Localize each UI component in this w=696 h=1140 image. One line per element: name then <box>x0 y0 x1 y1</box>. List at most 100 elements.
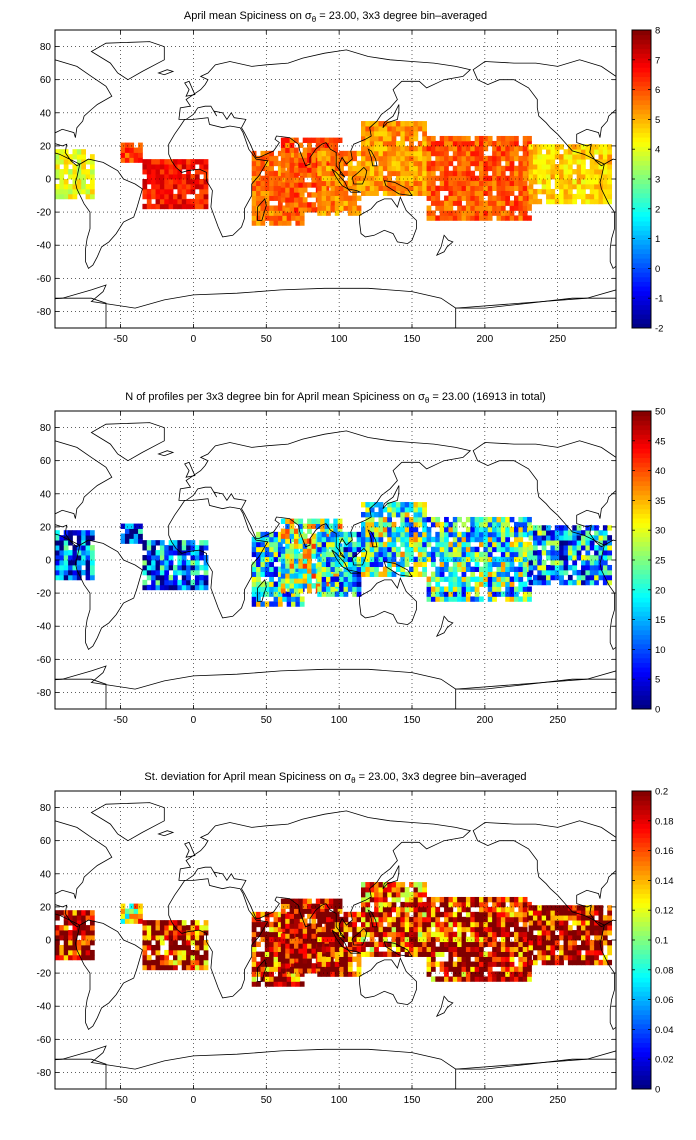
data-cell <box>563 540 569 546</box>
data-cell <box>315 142 321 148</box>
data-cell <box>293 192 299 198</box>
data-cell <box>298 518 304 524</box>
data-cell <box>496 185 502 191</box>
data-cell <box>404 121 410 127</box>
data-cell <box>417 926 423 933</box>
data-cell <box>514 566 519 572</box>
data-cell <box>289 573 295 579</box>
data-cell <box>500 551 506 558</box>
data-cell <box>203 925 209 931</box>
coastline <box>90 41 165 81</box>
data-cell <box>293 968 299 974</box>
data-cell <box>361 906 366 913</box>
data-cell <box>518 215 524 221</box>
data-cell <box>298 908 304 914</box>
data-cell <box>391 887 397 893</box>
data-cell <box>311 938 317 944</box>
data-cell <box>387 901 392 908</box>
data-cell <box>277 180 283 187</box>
data-cell <box>298 538 304 544</box>
data-cell <box>365 916 371 923</box>
data-cell <box>479 210 484 216</box>
data-cell <box>413 896 419 903</box>
data-cell <box>514 971 519 977</box>
data-cell <box>391 931 397 938</box>
data-cell <box>400 551 406 558</box>
data-cell <box>387 887 392 893</box>
data-cell <box>448 175 454 182</box>
data-cell <box>343 971 349 977</box>
data-cell <box>293 918 299 924</box>
data-cell <box>186 959 191 966</box>
data-cell <box>343 531 349 538</box>
data-cell <box>289 928 295 934</box>
data-cell <box>563 159 569 165</box>
data-cell <box>282 981 288 987</box>
data-cell <box>55 174 60 180</box>
data-cell <box>598 545 604 551</box>
data-cell <box>589 954 595 961</box>
data-cell <box>282 591 288 597</box>
data-cell <box>452 576 458 582</box>
data-cell <box>256 546 261 553</box>
data-cell <box>190 545 196 551</box>
data-cell <box>452 561 458 568</box>
data-cell <box>142 949 148 956</box>
data-cell <box>352 591 358 597</box>
data-cell <box>186 579 191 586</box>
data-cell <box>479 526 484 533</box>
data-cell <box>457 531 462 538</box>
data-cell <box>496 145 502 152</box>
data-cell <box>378 896 384 903</box>
data-cell <box>479 215 484 221</box>
data-cell <box>286 601 292 607</box>
data-cell <box>409 502 414 508</box>
data-cell <box>365 551 371 558</box>
data-cell <box>142 920 148 926</box>
data-cell <box>546 193 551 200</box>
data-cell <box>334 961 340 967</box>
grid <box>55 791 616 1089</box>
data-cell <box>607 193 613 200</box>
data-cell <box>203 569 209 576</box>
data-cell <box>151 584 156 591</box>
data-cell <box>487 916 493 923</box>
data-cell <box>585 540 591 546</box>
data-cell <box>395 911 401 918</box>
data-cell <box>522 541 528 548</box>
data-cell <box>81 550 86 556</box>
data-cell <box>347 561 353 568</box>
data-cell <box>168 564 174 571</box>
data-cell <box>356 571 362 577</box>
data-cell <box>177 193 183 200</box>
data-cell <box>55 910 60 916</box>
data-cell <box>426 591 432 597</box>
data-cell <box>391 561 397 568</box>
data-cell <box>280 558 286 564</box>
data-cell <box>496 165 502 172</box>
data-cell <box>391 185 397 191</box>
data-cell <box>496 571 502 577</box>
data-cell <box>361 511 366 518</box>
data-cell <box>532 959 538 966</box>
data-cell <box>505 596 511 602</box>
data-cell <box>199 930 205 936</box>
data-cell <box>334 536 340 543</box>
data-cell <box>343 586 349 592</box>
data-cell <box>509 966 515 972</box>
data-cell <box>352 546 358 553</box>
data-cell <box>487 906 493 913</box>
data-cell <box>273 981 279 987</box>
data-cell <box>518 195 524 201</box>
data-cell <box>532 174 538 180</box>
data-cell <box>55 569 60 576</box>
data-cell <box>293 898 299 904</box>
data-cell <box>159 920 165 926</box>
data-cell <box>282 976 288 982</box>
data-cell <box>435 916 441 923</box>
data-cell <box>426 596 432 602</box>
data-cell <box>391 135 397 142</box>
coastline <box>472 820 616 928</box>
data-cell <box>293 548 299 554</box>
data-cell <box>146 920 152 926</box>
